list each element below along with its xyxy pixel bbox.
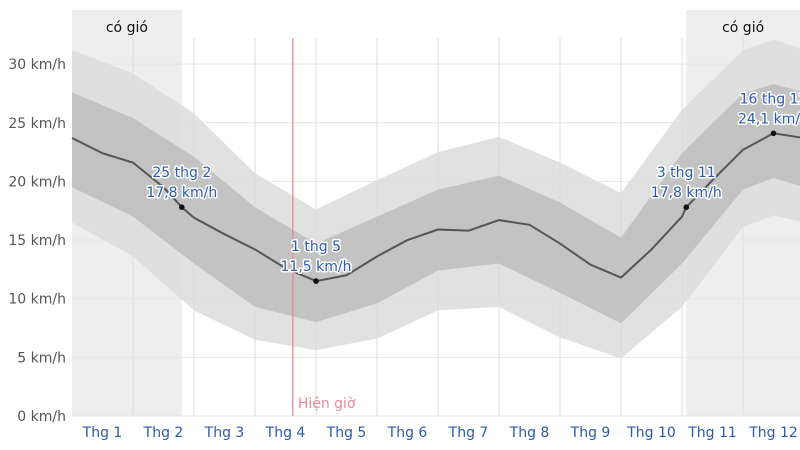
x-tick-label: Thg 7 bbox=[448, 425, 489, 441]
x-tick-label: Thg 1 bbox=[82, 425, 123, 441]
y-tick-label: 0 km/h bbox=[17, 409, 66, 425]
y-tick-label: 10 km/h bbox=[8, 292, 66, 308]
y-tick-label: 20 km/h bbox=[8, 174, 66, 190]
annotation-value: 17,8 km/h bbox=[651, 185, 722, 201]
annotation-point bbox=[683, 204, 690, 211]
windy-season-label: có gió bbox=[722, 20, 764, 36]
annotation-date: 3 thg 11 bbox=[657, 165, 716, 181]
mean-wind-speed-line bbox=[71, 132, 800, 283]
annotation-value: 11,5 km/h bbox=[281, 259, 352, 275]
x-tick-label: Thg 6 bbox=[387, 425, 428, 441]
annotation-value: 24,1 km/h bbox=[738, 111, 800, 127]
x-tick-label: Thg 5 bbox=[326, 425, 367, 441]
band-25-75-percentile bbox=[72, 84, 800, 324]
y-tick-label: 5 km/h bbox=[17, 350, 66, 366]
x-tick-label: Thg 4 bbox=[265, 425, 306, 441]
y-tick-label: 25 km/h bbox=[8, 116, 66, 132]
y-tick-label: 30 km/h bbox=[8, 57, 66, 73]
x-tick-label: Thg 9 bbox=[570, 425, 611, 441]
annotation-date: 1 thg 5 bbox=[291, 239, 341, 255]
x-tick-label: Thg 8 bbox=[509, 425, 550, 441]
x-tick-label: Thg 11 bbox=[687, 425, 737, 441]
now-label: Hiện giờ bbox=[298, 396, 356, 412]
annotation-point bbox=[770, 130, 777, 137]
y-tick-label: 15 km/h bbox=[8, 233, 66, 249]
windy-season-label: có gió bbox=[106, 20, 148, 36]
x-tick-label: Thg 12 bbox=[748, 425, 798, 441]
x-tick-label: Thg 3 bbox=[204, 425, 245, 441]
x-tick-label: Thg 10 bbox=[626, 425, 676, 441]
x-tick-label: Thg 2 bbox=[143, 425, 184, 441]
annotation-point bbox=[313, 278, 319, 284]
annotation-value: 17,8 km/h bbox=[146, 185, 217, 201]
annotation-date: 16 thg 12 bbox=[740, 91, 800, 107]
annotation-date: 25 thg 2 bbox=[152, 165, 211, 181]
annotation-point bbox=[179, 204, 185, 211]
